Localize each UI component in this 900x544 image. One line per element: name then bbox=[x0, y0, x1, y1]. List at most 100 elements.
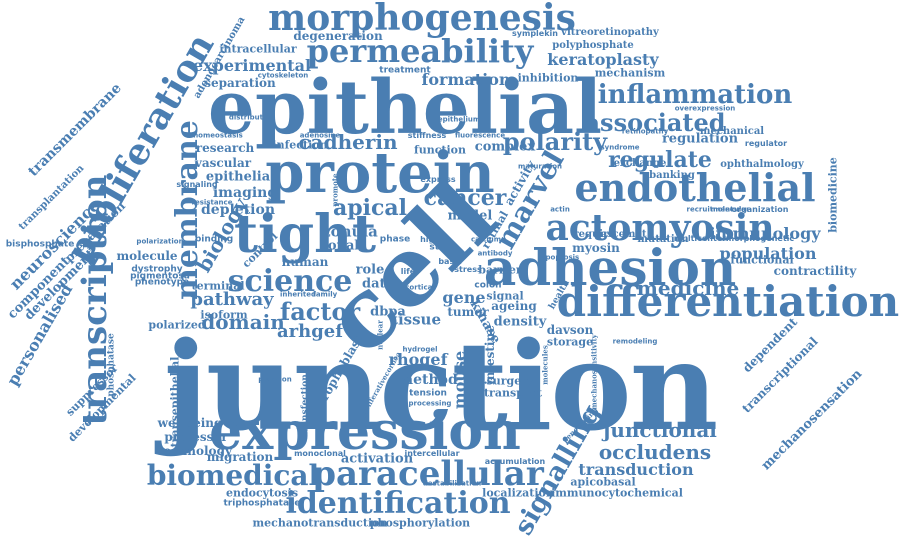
word-vitreoretinopathy: vitreoretinopathy bbox=[561, 27, 659, 38]
word-function: function bbox=[413, 143, 467, 157]
word-adenosine: adenosine bbox=[299, 131, 341, 140]
word-phenotype: phenotype bbox=[134, 277, 190, 288]
word-regulator: regulator bbox=[744, 139, 788, 148]
word-stress: stress bbox=[454, 265, 482, 274]
word-ageing: ageing bbox=[491, 299, 537, 313]
word-depletion: depletion bbox=[200, 202, 276, 218]
word-recruitment: recruitment bbox=[686, 205, 734, 214]
word-polarization: polarization bbox=[136, 237, 184, 246]
word-transport: transport bbox=[483, 386, 543, 400]
word-tension: tension bbox=[409, 388, 447, 399]
word-resistance: resistance bbox=[191, 198, 233, 207]
word-paracellular: paracellular bbox=[312, 454, 544, 494]
word-zonula: zonula bbox=[322, 222, 378, 241]
word-molecule: molecule bbox=[116, 249, 178, 263]
word-signal: signal bbox=[486, 289, 524, 303]
word-tissue: tissue bbox=[391, 310, 441, 329]
word-distribution: distribution bbox=[228, 113, 276, 122]
word-infection: infection bbox=[272, 138, 328, 152]
word-phase: phase bbox=[379, 234, 411, 245]
word-treatment: treatment bbox=[379, 65, 431, 76]
word-ophthalmology: ophthalmology bbox=[720, 159, 804, 170]
word-cortical: cortical bbox=[405, 283, 435, 292]
word-life: life bbox=[400, 267, 416, 276]
word-pathway: pathway bbox=[190, 289, 274, 310]
word-monoclonal: monoclonal bbox=[294, 449, 346, 458]
word-population: population bbox=[719, 244, 817, 263]
word-fluorescence: fluorescence bbox=[454, 131, 506, 140]
word-adhesion: adhesion bbox=[483, 238, 737, 297]
word-separation: separation bbox=[204, 76, 276, 90]
word-actomyosin: actomyosin bbox=[545, 207, 775, 249]
word-transduction: transduction bbox=[578, 460, 694, 479]
word-tight: tight bbox=[234, 204, 376, 265]
word-antibody: antibody bbox=[477, 249, 513, 258]
word-endocytosis: endocytosis bbox=[225, 486, 299, 500]
word-symplekin: symplekin bbox=[512, 29, 558, 38]
word-stiffness: stiffness bbox=[407, 131, 447, 140]
word-overexpression: overexpression bbox=[674, 104, 736, 113]
word-regulation: regulation bbox=[661, 131, 739, 147]
word-homeostasis: homeostasis bbox=[193, 131, 243, 140]
word-tumor: tumor bbox=[447, 305, 489, 319]
word-cadherin: cadherin bbox=[298, 130, 398, 154]
word-morphogenetic: morphogenetic bbox=[725, 234, 795, 243]
word-express: express bbox=[420, 175, 456, 184]
word-dystrophy: dystrophy bbox=[131, 264, 183, 275]
word-data: data bbox=[362, 276, 394, 292]
word-plasmon: plasmon bbox=[258, 375, 292, 384]
word-professor: professor bbox=[164, 430, 228, 444]
word-immunocytochemical: immunocytochemical bbox=[551, 486, 683, 500]
word-myosin: myosin bbox=[572, 241, 620, 255]
word-banking: banking bbox=[649, 170, 695, 181]
word-surgery: surgery bbox=[486, 374, 534, 388]
word-davson: davson bbox=[546, 323, 594, 337]
word-arhgef: arhgef bbox=[276, 321, 344, 342]
word-terminal: terminal bbox=[191, 279, 245, 293]
word-exchange: exchange bbox=[613, 158, 667, 169]
word-zonab: zonab bbox=[320, 238, 364, 254]
word-promote: promote bbox=[330, 173, 340, 207]
word-processing: processing bbox=[408, 399, 452, 408]
word-isoform: isoform bbox=[200, 308, 248, 322]
word-immunology: immunology bbox=[709, 224, 821, 243]
word-organization: organization bbox=[731, 205, 789, 214]
word-experimental: experimental bbox=[192, 56, 312, 75]
word-hydrogel: hydrogel bbox=[402, 345, 438, 354]
word-basic: basic bbox=[438, 257, 462, 266]
word-activation: activation bbox=[340, 451, 414, 467]
word-syndrome: syndrome bbox=[600, 143, 640, 152]
word-inherited: inherited bbox=[279, 290, 317, 299]
word-model: model bbox=[447, 208, 493, 224]
word-mechanism: mechanism bbox=[594, 66, 666, 80]
word-cancer: cancer bbox=[423, 185, 507, 211]
word-rhogef: rhogef bbox=[388, 350, 448, 369]
word-polarized: polarized bbox=[148, 318, 206, 332]
word-degeneration: degeneration bbox=[293, 29, 383, 43]
word-contractility: contractility bbox=[773, 264, 857, 278]
word-morphogenesis: morphogenesis bbox=[268, 0, 576, 39]
word-transepithelial: transepithelial bbox=[168, 356, 182, 448]
word-epithelia: epithelia bbox=[205, 169, 271, 185]
word-junction: junction bbox=[163, 314, 719, 458]
word-vascular: vascular bbox=[194, 156, 252, 170]
word-multicenter: multicenter bbox=[673, 234, 727, 243]
word-epithelial: epithelial bbox=[207, 65, 603, 151]
word-occludens: occludens bbox=[598, 440, 712, 464]
word-pigmentosa: pigmentosa bbox=[130, 271, 190, 282]
word-localization: localization bbox=[482, 486, 554, 500]
word-apicobasal: apicobasal bbox=[570, 475, 636, 489]
word-binding: binding bbox=[194, 234, 234, 245]
word-junctional: junctional bbox=[603, 418, 717, 442]
word-accumulation: accumulation bbox=[484, 457, 546, 466]
word-protein: protein bbox=[265, 140, 495, 206]
word-destabilization: destabilization bbox=[422, 479, 482, 488]
word-intracellular: intracellular bbox=[219, 42, 297, 56]
word-bisphosphate: bisphosphate bbox=[5, 239, 75, 250]
word-triphosphatase: triphosphatase bbox=[223, 498, 301, 509]
word-cytoskeleton: cytoskeleton bbox=[257, 71, 309, 80]
word-descemet: descemet bbox=[593, 229, 647, 240]
word-inflammation: inflammation bbox=[597, 80, 793, 110]
word-remodeling: remodeling bbox=[612, 337, 658, 346]
word-actin: actin bbox=[550, 205, 570, 214]
